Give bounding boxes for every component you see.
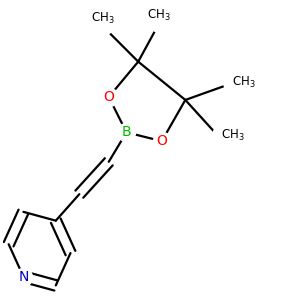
Text: CH$_3$: CH$_3$ [221,128,244,143]
Text: CH$_3$: CH$_3$ [232,75,256,90]
Text: CH$_3$: CH$_3$ [147,8,171,23]
Text: CH$_3$: CH$_3$ [91,11,115,26]
Text: O: O [103,90,114,104]
Text: N: N [18,270,28,283]
Text: B: B [122,125,131,139]
Text: O: O [156,134,167,148]
